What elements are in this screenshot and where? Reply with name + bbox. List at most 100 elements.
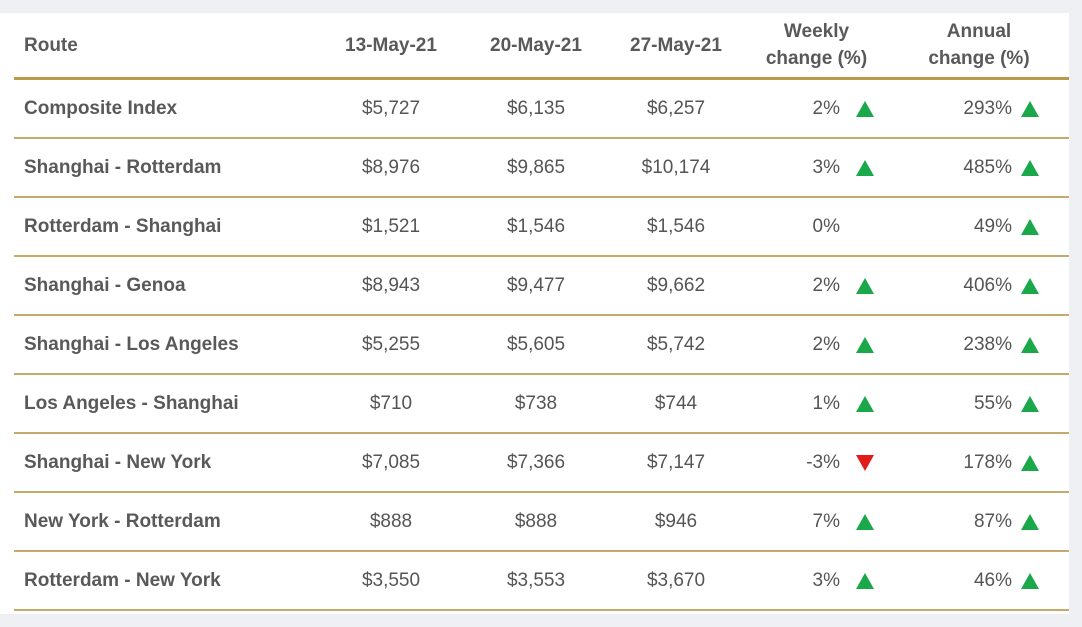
header-weekly-change: Weekly change (%)	[754, 13, 879, 77]
annual-change-arrow	[1017, 139, 1043, 196]
up-arrow-icon	[1021, 395, 1039, 412]
route-name: New York - Rotterdam	[24, 510, 221, 532]
header-date-1: 13-May-21	[345, 34, 437, 56]
annual-change-value: 87%	[973, 510, 1012, 532]
rate-27-may-21: $7,147	[646, 451, 706, 473]
annual-change-arrow	[1017, 257, 1043, 314]
weekly-change-arrow	[852, 198, 878, 255]
rate-20-may-21: $888	[514, 510, 558, 532]
rate-13-may-21: $8,943	[361, 274, 421, 296]
rate-13-may-21: $5,255	[361, 333, 421, 355]
table-row: Rotterdam - Shanghai $1,521 $1,546 $1,546 0%…	[14, 198, 1069, 257]
up-arrow-icon	[856, 277, 874, 294]
weekly-change-arrow	[852, 257, 878, 314]
annual-change-value: 485%	[963, 156, 1012, 178]
annual-change-value: 406%	[963, 274, 1012, 296]
up-arrow-icon	[856, 336, 874, 353]
up-arrow-icon	[1021, 572, 1039, 589]
table-row: Shanghai - Genoa $8,943 $9,477 $9,662 2% 406%	[14, 257, 1069, 316]
annual-change-value: 46%	[973, 569, 1012, 591]
table-row: Shanghai - Los Angeles $5,255 $5,605 $5,742…	[14, 316, 1069, 375]
weekly-change-value: 1%	[812, 392, 840, 414]
rate-27-may-21: $3,670	[646, 569, 706, 591]
rate-27-may-21: $6,257	[646, 97, 706, 119]
rate-20-may-21: $7,366	[506, 451, 566, 473]
up-arrow-icon	[1021, 454, 1039, 471]
route-name: Shanghai - New York	[24, 451, 212, 473]
up-arrow-icon	[1021, 336, 1039, 353]
rate-13-may-21: $5,727	[361, 97, 421, 119]
route-name: Shanghai - Genoa	[24, 274, 186, 296]
weekly-change-arrow	[852, 552, 878, 609]
annual-change-arrow	[1017, 552, 1043, 609]
route-name: Rotterdam - Shanghai	[24, 215, 222, 237]
weekly-change-value: -3%	[806, 451, 840, 473]
rate-20-may-21: $6,135	[506, 97, 566, 119]
weekly-change-arrow	[852, 80, 878, 137]
rate-20-may-21: $3,553	[506, 569, 566, 591]
rate-13-may-21: $8,976	[361, 156, 421, 178]
route-name: Composite Index	[24, 97, 178, 119]
header-date-2: 20-May-21	[490, 34, 582, 56]
annual-change-value: 178%	[963, 451, 1012, 473]
table-row: Shanghai - New York $7,085 $7,366 $7,147 -3%…	[14, 434, 1069, 493]
rate-20-may-21: $9,865	[506, 156, 566, 178]
header-weekly-line2: change (%)	[765, 48, 868, 69]
weekly-change-value: 2%	[812, 274, 840, 296]
rate-20-may-21: $1,546	[506, 215, 566, 237]
up-arrow-icon	[856, 513, 874, 530]
weekly-change-arrow	[852, 139, 878, 196]
up-arrow-icon	[1021, 513, 1039, 530]
annual-change-value: 238%	[963, 333, 1012, 355]
header-annual-line2: change (%)	[928, 48, 1030, 69]
header-annual-line1: Annual	[946, 21, 1012, 42]
up-arrow-icon	[1021, 277, 1039, 294]
up-arrow-icon	[856, 159, 874, 176]
rate-20-may-21: $9,477	[506, 274, 566, 296]
table-row: New York - Rotterdam $888 $888 $946 7% 87%	[14, 493, 1069, 552]
rate-13-may-21: $7,085	[361, 451, 421, 473]
rate-20-may-21: $738	[514, 392, 558, 414]
route-name: Rotterdam - New York	[24, 569, 221, 591]
down-arrow-icon	[856, 454, 874, 471]
route-name: Shanghai - Los Angeles	[24, 333, 239, 355]
no-change-icon	[856, 219, 874, 235]
table-header-row: Route 13-May-21 20-May-21 27-May-21 Week…	[14, 13, 1069, 80]
up-arrow-icon	[1021, 159, 1039, 176]
up-arrow-icon	[856, 572, 874, 589]
table-body: Composite Index $5,727 $6,135 $6,257 2% 293% S…	[14, 80, 1069, 611]
rate-13-may-21: $3,550	[361, 569, 421, 591]
rate-13-may-21: $1,521	[361, 215, 421, 237]
annual-change-arrow	[1017, 198, 1043, 255]
rate-27-may-21: $5,742	[646, 333, 706, 355]
annual-change-arrow	[1017, 80, 1043, 137]
annual-change-arrow	[1017, 316, 1043, 373]
annual-change-value: 293%	[963, 97, 1012, 119]
annual-change-arrow	[1017, 434, 1043, 491]
header-annual-change: Annual change (%)	[914, 13, 1044, 77]
rate-27-may-21: $1,546	[646, 215, 706, 237]
header-weekly-line1: Weekly	[783, 21, 850, 42]
table-row: Los Angeles - Shanghai $710 $738 $744 1% 55%	[14, 375, 1069, 434]
weekly-change-value: 3%	[812, 156, 840, 178]
weekly-change-arrow	[852, 493, 878, 550]
rate-13-may-21: $888	[369, 510, 413, 532]
up-arrow-icon	[1021, 218, 1039, 235]
weekly-change-arrow	[852, 316, 878, 373]
weekly-change-value: 0%	[812, 215, 840, 237]
rate-20-may-21: $5,605	[506, 333, 566, 355]
route-name: Los Angeles - Shanghai	[24, 392, 239, 414]
annual-change-arrow	[1017, 493, 1043, 550]
annual-change-value: 49%	[973, 215, 1012, 237]
weekly-change-value: 2%	[812, 333, 840, 355]
weekly-change-arrow	[852, 375, 878, 432]
rate-13-may-21: $710	[369, 392, 413, 414]
rate-27-may-21: $946	[654, 510, 698, 532]
table-row: Composite Index $5,727 $6,135 $6,257 2% 293%	[14, 80, 1069, 139]
table-card: Route 13-May-21 20-May-21 27-May-21 Week…	[0, 13, 1069, 614]
header-route: Route	[24, 34, 78, 56]
freight-rates-table: Route 13-May-21 20-May-21 27-May-21 Week…	[14, 13, 1069, 611]
up-arrow-icon	[856, 395, 874, 412]
weekly-change-value: 7%	[812, 510, 840, 532]
annual-change-value: 55%	[973, 392, 1012, 414]
